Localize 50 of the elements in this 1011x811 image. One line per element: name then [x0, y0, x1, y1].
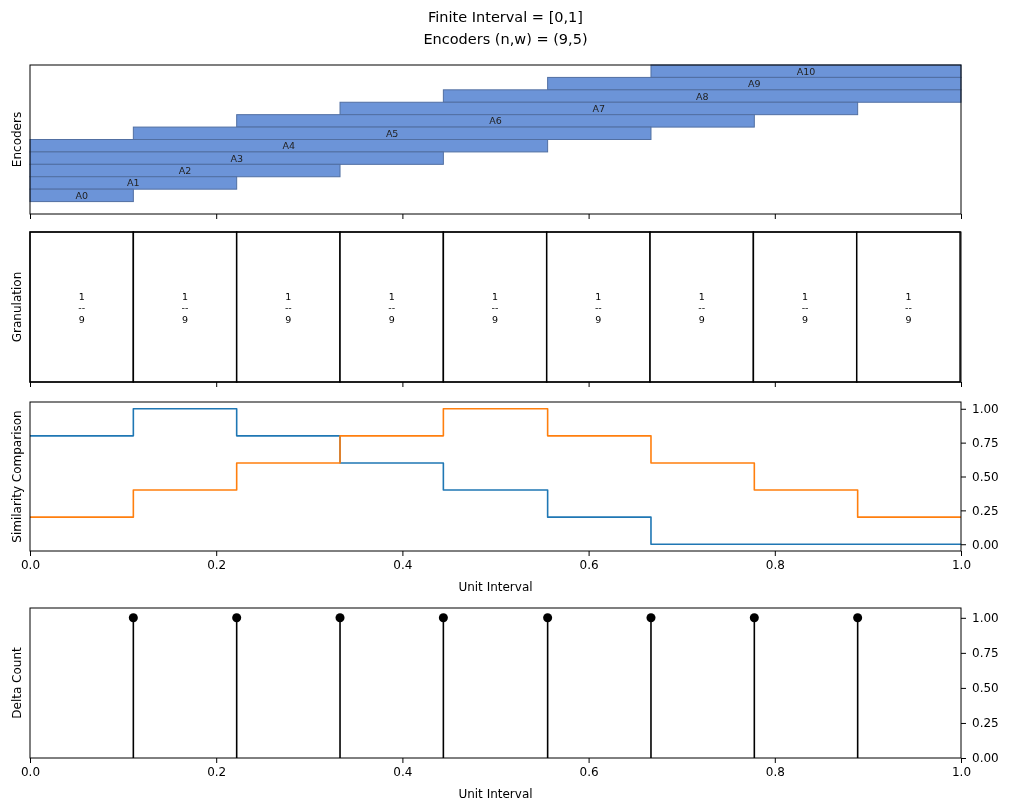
x-tick-label: 0.0 — [20, 557, 41, 572]
y-tick-label: 0.75 — [972, 435, 999, 450]
y-tick-label: 0.75 — [972, 646, 999, 661]
x-tick-label: 1.0 — [951, 764, 972, 779]
y-axis-title: Encoders — [10, 111, 24, 168]
y-tick-label: 0.25 — [972, 716, 999, 731]
x-tick-label: 0.8 — [765, 557, 785, 572]
x-tick-label: 0.8 — [765, 764, 785, 779]
x-axis-title: Unit Interval — [458, 787, 533, 801]
y-tick-label: A10 — [796, 65, 816, 77]
y-axis-title: Similarity Comparison — [10, 410, 24, 543]
y-tick-label: 0.50 — [972, 681, 999, 696]
annotation: 1 -- 9 — [801, 290, 809, 324]
y-tick-label: 1.00 — [972, 611, 999, 626]
x-tick-label: 0.4 — [393, 557, 413, 572]
y-axis-title: Granulation — [10, 271, 24, 343]
annotation: 1 -- 9 — [698, 290, 706, 324]
y-tick-label: 0.50 — [972, 469, 999, 484]
annotation: 1 -- 9 — [284, 290, 292, 324]
y-tick-label: A7 — [592, 102, 606, 114]
y-tick-label: A5 — [385, 127, 399, 139]
x-tick-label: 1.0 — [951, 557, 972, 572]
annotation: 1 -- 9 — [78, 290, 86, 324]
x-tick-label: 0.2 — [207, 764, 227, 779]
y-axis-title: Delta Count — [10, 646, 24, 719]
annotation: 1 -- 9 — [491, 290, 499, 324]
x-tick-label: 0.4 — [393, 764, 413, 779]
y-tick-label: 0.00 — [972, 537, 999, 552]
y-tick-label: 0.25 — [972, 503, 999, 518]
y-tick-label: A9 — [748, 78, 761, 90]
x-tick-label: 0.6 — [579, 557, 599, 572]
annotation: 1 -- 9 — [904, 290, 912, 324]
y-tick-label: A1 — [127, 177, 140, 189]
annotation: 1 -- 9 — [181, 290, 189, 324]
y-tick-label: 1.00 — [972, 402, 999, 417]
x-tick-label: 0.6 — [579, 764, 599, 779]
annotation: 1 -- 9 — [594, 290, 602, 324]
y-tick-label: A2 — [178, 165, 192, 177]
y-tick-label: A0 — [75, 189, 88, 201]
y-tick-label: 0.00 — [972, 751, 999, 766]
x-axis-title: Unit Interval — [458, 580, 533, 594]
x-tick-label: 0.2 — [207, 557, 227, 572]
y-tick-label: A4 — [282, 140, 296, 152]
x-tick-label: 0.0 — [20, 764, 41, 779]
chart-subtitle: Encoders (n,w) = (9,5) — [423, 31, 588, 47]
y-tick-label: A6 — [489, 115, 502, 127]
chart-title: Finite Interval = [0,1] — [427, 9, 584, 25]
y-tick-label: A3 — [230, 152, 243, 164]
annotation: 1 -- 9 — [388, 290, 396, 324]
y-tick-label: A8 — [695, 90, 709, 102]
